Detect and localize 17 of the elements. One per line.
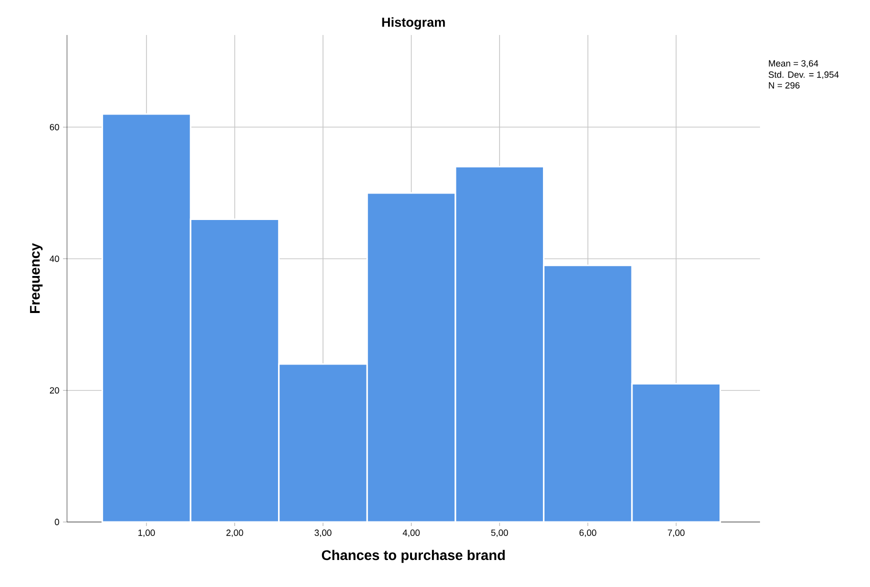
y-tick-label: 60 [50,124,60,130]
x-tick-label: 7,00 [668,530,685,537]
x-tick-label: 2,00 [226,530,244,537]
y-tick-label: 40 [50,256,60,262]
x-axis-title: Chances to purchase brand [322,550,505,563]
x-tick-label: 4,00 [402,530,420,537]
text: Mean = 3,64 [768,60,818,68]
text: N = 296 [768,82,800,89]
y-tick-label: 0 [54,518,60,526]
x-tick-label: 5,00 [491,530,508,537]
chart-title: Histogram [382,17,445,30]
x-tick-label: 6,00 [580,530,596,537]
x-tick-label: 1,00 [138,530,155,537]
y-axis-title: Frequency [30,243,43,313]
text: Std. Dev. = 1,954 [768,71,839,79]
y-tick-label: 20 [50,387,60,394]
x-tick-label: 3,00 [314,530,332,537]
